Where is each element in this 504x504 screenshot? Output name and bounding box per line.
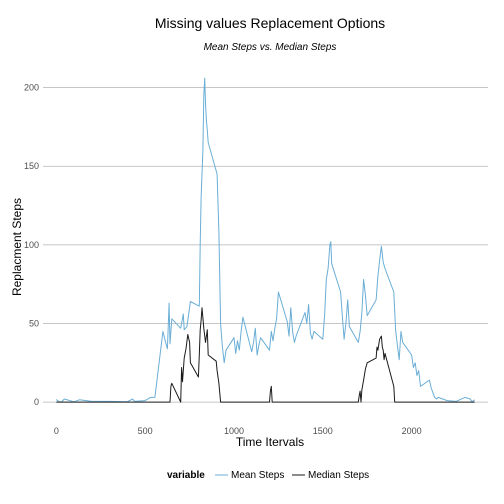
y-tick-label: 100: [24, 240, 39, 250]
x-tick-labels: 0 500 1000 1500 2000: [54, 426, 422, 436]
x-tick-label: 1500: [313, 426, 333, 436]
y-tick-label: 200: [24, 83, 39, 93]
y-tick-labels: 0 50 100 150 200: [24, 83, 39, 408]
y-tick-label: 50: [29, 319, 39, 329]
x-axis-label: Time Itervals: [236, 435, 304, 449]
chart-subtitle: Mean Steps vs. Median Steps: [204, 42, 337, 53]
y-tick-label: 150: [24, 161, 39, 171]
legend-label-mean-steps: Mean Steps: [231, 470, 284, 481]
series-line-mean-steps: [55, 77, 475, 403]
chart-title: Missing values Replacement Options: [155, 15, 385, 31]
y-tick-label: 0: [34, 397, 39, 407]
x-tick-label: 1000: [224, 426, 244, 436]
legend: variable Mean Steps Median Steps: [167, 470, 369, 481]
legend-label-median-steps: Median Steps: [308, 470, 369, 481]
gridlines: [43, 87, 488, 403]
series-line-median-steps: [56, 307, 475, 403]
series-lines: [55, 77, 475, 403]
y-axis-label: Replacment Steps: [10, 198, 24, 296]
legend-title: variable: [167, 470, 205, 481]
x-tick-label: 2000: [402, 426, 422, 436]
x-tick-label: 500: [138, 426, 153, 436]
x-tick-label: 0: [54, 426, 59, 436]
